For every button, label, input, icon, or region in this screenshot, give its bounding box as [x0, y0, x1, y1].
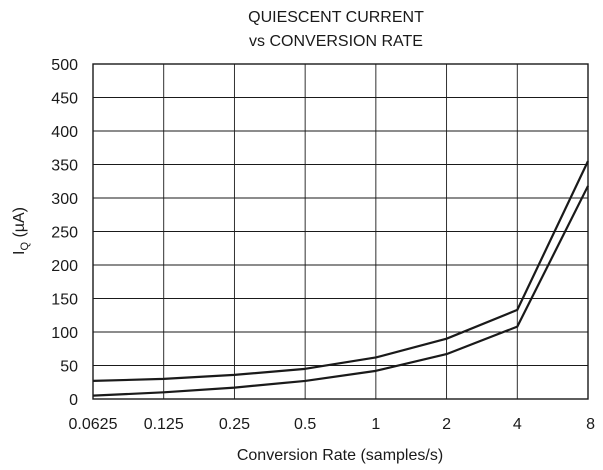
x-tick-label: 1: [371, 416, 380, 433]
y-tick-label: 450: [51, 91, 78, 108]
series-layer: [92, 160, 589, 397]
y-tick-labels: 0 50 100 150 200 250 300 350 400 450 500: [51, 57, 78, 409]
x-tick-label: 4: [513, 416, 522, 433]
plot-frame: [92, 63, 589, 400]
grid: [92, 63, 589, 400]
y-tick-label: 100: [51, 325, 78, 342]
x-axis-label: Conversion Rate (samples/s): [237, 447, 443, 464]
chart-title-line-1: QUIESCENT CURRENT: [248, 9, 424, 26]
x-tick-label: 2: [442, 416, 451, 433]
y-tick-label: 250: [51, 225, 78, 242]
y-tick-label: 0: [69, 392, 78, 409]
y-axis-label-unit: (µA): [11, 207, 28, 242]
y-axis-label-sub: Q: [19, 242, 31, 251]
y-tick-label: 400: [51, 124, 78, 141]
y-tick-label: 350: [51, 158, 78, 175]
y-axis-label-main: I: [11, 251, 28, 255]
chart-title-line-2: vs CONVERSION RATE: [249, 33, 423, 50]
x-tick-label: 8: [586, 416, 595, 433]
y-tick-label: 150: [51, 292, 78, 309]
y-tick-label: 500: [51, 57, 78, 74]
x-tick-label: 0.125: [144, 416, 184, 433]
y-tick-label: 200: [51, 258, 78, 275]
series-line-2: [92, 185, 589, 397]
y-tick-label: 300: [51, 191, 78, 208]
x-tick-label: 0.5: [294, 416, 316, 433]
x-tick-labels: 0.0625 0.125 0.25 0.5 1 2 4 8: [69, 416, 596, 433]
x-tick-label: 0.25: [219, 416, 250, 433]
series-line-1: [92, 160, 589, 383]
y-axis-label: IQ (µA): [11, 207, 31, 255]
x-tick-label: 0.0625: [69, 416, 118, 433]
y-tick-label: 50: [60, 359, 78, 376]
